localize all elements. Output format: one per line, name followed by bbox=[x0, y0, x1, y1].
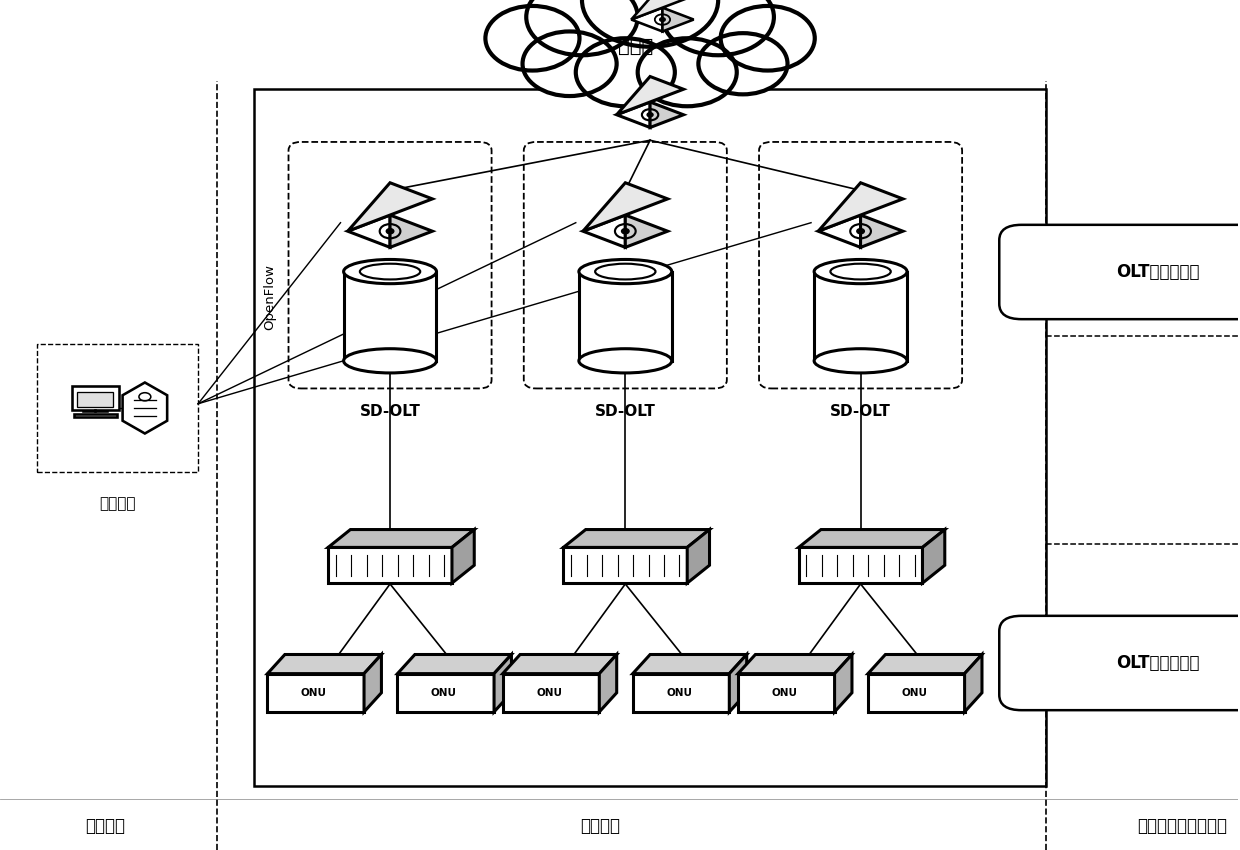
Text: 城域网: 城域网 bbox=[618, 37, 652, 56]
Circle shape bbox=[857, 229, 864, 234]
Polygon shape bbox=[616, 102, 650, 128]
Polygon shape bbox=[391, 215, 433, 247]
Polygon shape bbox=[268, 654, 382, 673]
FancyBboxPatch shape bbox=[254, 89, 1047, 786]
Polygon shape bbox=[563, 530, 709, 547]
Polygon shape bbox=[268, 673, 365, 712]
Polygon shape bbox=[502, 654, 616, 673]
Polygon shape bbox=[632, 654, 746, 673]
Circle shape bbox=[621, 229, 629, 234]
Text: ONU: ONU bbox=[301, 688, 327, 698]
FancyBboxPatch shape bbox=[37, 344, 198, 472]
Text: OpenFlow: OpenFlow bbox=[263, 264, 277, 331]
Text: 控制中心: 控制中心 bbox=[99, 496, 136, 511]
Circle shape bbox=[660, 18, 665, 21]
Polygon shape bbox=[398, 673, 494, 712]
Polygon shape bbox=[650, 102, 683, 128]
Polygon shape bbox=[662, 8, 693, 31]
Polygon shape bbox=[631, 0, 693, 20]
Text: SD-OLT: SD-OLT bbox=[595, 404, 656, 419]
Circle shape bbox=[647, 113, 653, 116]
Polygon shape bbox=[451, 530, 474, 583]
Text: ONU: ONU bbox=[901, 688, 928, 698]
Polygon shape bbox=[583, 183, 667, 231]
Text: 控制平面: 控制平面 bbox=[86, 817, 125, 836]
Polygon shape bbox=[347, 183, 433, 231]
Ellipse shape bbox=[343, 259, 436, 284]
FancyBboxPatch shape bbox=[77, 392, 113, 407]
Text: OLT间资源分配: OLT间资源分配 bbox=[1116, 263, 1199, 281]
Circle shape bbox=[387, 229, 394, 234]
FancyBboxPatch shape bbox=[999, 615, 1240, 711]
Polygon shape bbox=[923, 530, 945, 583]
Text: 数据平面: 数据平面 bbox=[580, 817, 620, 836]
Polygon shape bbox=[494, 654, 511, 712]
Polygon shape bbox=[835, 654, 852, 712]
Polygon shape bbox=[738, 654, 852, 673]
Text: OLT内资源分配: OLT内资源分配 bbox=[1116, 654, 1199, 672]
Polygon shape bbox=[738, 673, 835, 712]
Text: SD-OLT: SD-OLT bbox=[830, 404, 892, 419]
Text: 资源虚拟化二层模型: 资源虚拟化二层模型 bbox=[1137, 817, 1228, 836]
Text: ONU: ONU bbox=[536, 688, 562, 698]
Circle shape bbox=[522, 31, 616, 96]
Polygon shape bbox=[818, 215, 861, 247]
Text: ONU: ONU bbox=[771, 688, 797, 698]
Polygon shape bbox=[616, 76, 683, 115]
Circle shape bbox=[637, 38, 737, 106]
Polygon shape bbox=[502, 673, 599, 712]
FancyBboxPatch shape bbox=[72, 386, 119, 411]
Polygon shape bbox=[123, 382, 167, 434]
Polygon shape bbox=[329, 530, 474, 547]
Text: SD-OLT: SD-OLT bbox=[360, 404, 420, 419]
Circle shape bbox=[526, 0, 637, 55]
Ellipse shape bbox=[343, 348, 436, 373]
Ellipse shape bbox=[831, 264, 890, 280]
Polygon shape bbox=[868, 673, 965, 712]
Text: ONU: ONU bbox=[666, 688, 692, 698]
Polygon shape bbox=[579, 272, 672, 360]
Polygon shape bbox=[329, 547, 451, 583]
Polygon shape bbox=[625, 215, 667, 247]
Polygon shape bbox=[632, 673, 729, 712]
Polygon shape bbox=[343, 272, 436, 360]
Polygon shape bbox=[861, 215, 903, 247]
Polygon shape bbox=[599, 654, 616, 712]
Polygon shape bbox=[868, 654, 982, 673]
Polygon shape bbox=[398, 654, 511, 673]
Polygon shape bbox=[799, 547, 923, 583]
Ellipse shape bbox=[815, 348, 906, 373]
Polygon shape bbox=[818, 183, 903, 231]
Polygon shape bbox=[631, 8, 662, 31]
Circle shape bbox=[575, 38, 675, 106]
Ellipse shape bbox=[579, 348, 672, 373]
Polygon shape bbox=[583, 215, 625, 247]
Circle shape bbox=[662, 0, 774, 55]
Polygon shape bbox=[687, 530, 709, 583]
Polygon shape bbox=[563, 547, 687, 583]
Circle shape bbox=[698, 33, 787, 94]
Polygon shape bbox=[347, 215, 391, 247]
Polygon shape bbox=[815, 272, 906, 360]
Circle shape bbox=[485, 6, 579, 71]
Polygon shape bbox=[365, 654, 382, 712]
Ellipse shape bbox=[360, 264, 420, 280]
Circle shape bbox=[582, 0, 718, 47]
Polygon shape bbox=[729, 654, 746, 712]
Polygon shape bbox=[799, 530, 945, 547]
Ellipse shape bbox=[579, 259, 672, 284]
Text: ONU: ONU bbox=[430, 688, 456, 698]
FancyBboxPatch shape bbox=[74, 414, 117, 417]
FancyBboxPatch shape bbox=[999, 224, 1240, 320]
Circle shape bbox=[720, 6, 815, 71]
Polygon shape bbox=[965, 654, 982, 712]
Ellipse shape bbox=[815, 259, 906, 284]
Ellipse shape bbox=[595, 264, 656, 280]
